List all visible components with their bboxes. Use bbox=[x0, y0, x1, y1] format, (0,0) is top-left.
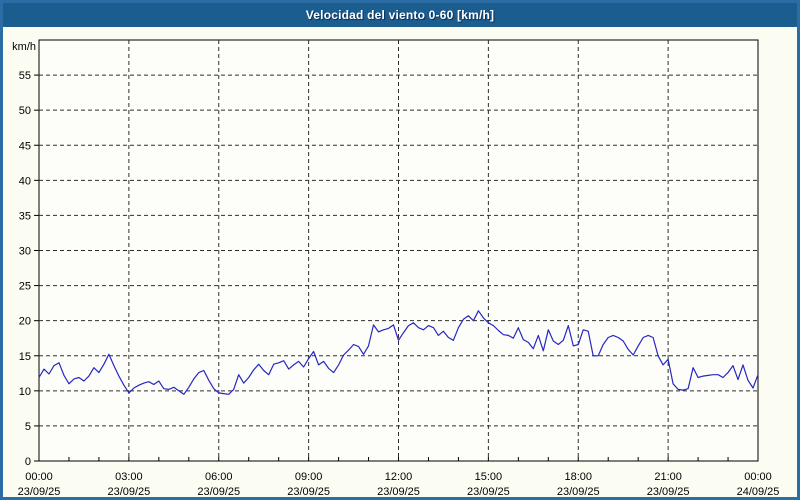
x-tick-time-label: 15:00 bbox=[475, 471, 503, 483]
x-tick-time-label: 06:00 bbox=[205, 471, 233, 483]
y-tick-label: 30 bbox=[19, 246, 31, 258]
x-tick-time-label: 12:00 bbox=[385, 471, 413, 483]
y-tick-label: 25 bbox=[19, 281, 31, 293]
x-tick-date-label: 24/09/25 bbox=[737, 486, 780, 497]
y-tick-label: 5 bbox=[25, 421, 31, 433]
x-tick-date-label: 23/09/25 bbox=[647, 486, 690, 497]
y-tick-label: 20 bbox=[19, 316, 31, 328]
x-tick-time-label: 21:00 bbox=[654, 471, 682, 483]
y-tick-label: 45 bbox=[19, 140, 31, 152]
wind-speed-line bbox=[38, 310, 759, 395]
y-tick-label: 40 bbox=[19, 175, 31, 187]
x-tick-date-label: 23/09/25 bbox=[557, 486, 600, 497]
x-tick-date-label: 23/09/25 bbox=[377, 486, 420, 497]
wind-speed-chart: 0 5 10 15 20 25 30 35 40 45 50 55 km/h 00:00 23/09/25 0… bbox=[12, 39, 780, 497]
x-tick-date-label: 23/09/25 bbox=[467, 486, 510, 497]
y-tick-label: 10 bbox=[19, 386, 31, 398]
x-tick-time-label: 00:00 bbox=[25, 471, 53, 483]
x-tick-date-label: 23/09/25 bbox=[107, 486, 150, 497]
y-axis-unit-label: km/h bbox=[12, 41, 36, 53]
x-tick-date-label: 23/09/25 bbox=[197, 486, 240, 497]
y-tick-label: 35 bbox=[19, 210, 31, 222]
x-tick-date-label: 23/09/25 bbox=[18, 486, 61, 497]
chart-title: Velocidad del viento 0-60 [km/h] bbox=[305, 8, 495, 22]
x-tick-time-label: 18:00 bbox=[564, 471, 592, 483]
x-tick-date-label: 23/09/25 bbox=[287, 486, 330, 497]
chart-area: 0 5 10 15 20 25 30 35 40 45 50 55 km/h 00:00 23/09/25 0… bbox=[3, 27, 797, 497]
x-tick-time-label: 09:00 bbox=[295, 471, 323, 483]
y-tick-label: 50 bbox=[19, 105, 31, 117]
x-tick-time-label: 00:00 bbox=[744, 471, 772, 483]
chart-title-bar: Velocidad del viento 0-60 [km/h] bbox=[3, 3, 797, 27]
y-tick-label: 55 bbox=[19, 70, 31, 82]
x-tick-time-label: 03:00 bbox=[115, 471, 143, 483]
y-tick-label: 15 bbox=[19, 351, 31, 363]
y-tick-label: 0 bbox=[25, 456, 31, 468]
